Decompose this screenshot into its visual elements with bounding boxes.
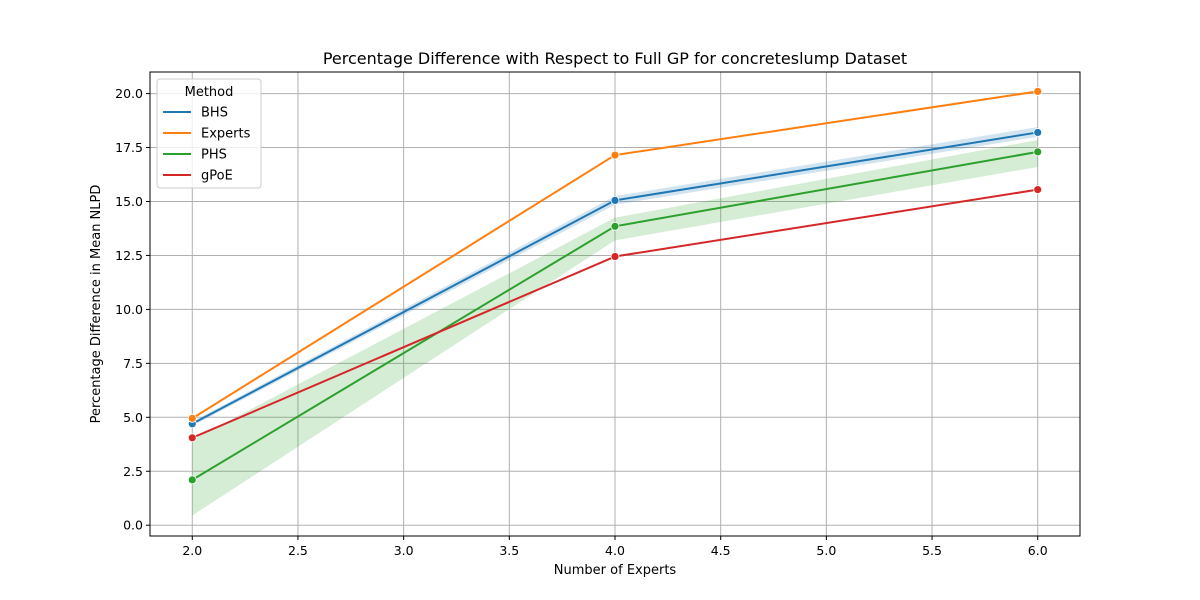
legend-label-bhs: BHS xyxy=(201,106,228,121)
x-tick-label: 5.0 xyxy=(816,543,836,558)
legend-label-experts: Experts xyxy=(201,127,251,142)
x-tick-label: 4.0 xyxy=(605,543,625,558)
y-axis-ticks: 0.0 2.5 5.0 7.5 10.0 12.5 15.0 17.5 20.0 xyxy=(115,86,150,533)
gpoe-point xyxy=(1033,185,1043,195)
phs-point xyxy=(187,475,197,485)
y-tick-label: 20.0 xyxy=(115,86,143,101)
x-tick-label: 2.5 xyxy=(288,543,308,558)
confidence-bands xyxy=(192,127,1038,516)
phs-point xyxy=(610,221,620,231)
y-tick-label: 2.5 xyxy=(123,464,143,479)
experts-point xyxy=(1033,87,1043,96)
legend-label-phs: PHS xyxy=(201,148,227,163)
experts-point xyxy=(610,150,620,160)
bhs-point xyxy=(610,196,620,205)
legend-items: BHS Experts PHS gPoE xyxy=(163,106,251,184)
x-tick-label: 3.0 xyxy=(394,543,414,558)
x-tick-label: 5.5 xyxy=(922,543,942,558)
y-tick-label: 10.0 xyxy=(115,302,143,317)
legend-title: Method xyxy=(185,85,234,100)
y-axis-label: Percentage Difference in Mean NLPD xyxy=(89,185,104,424)
y-tick-label: 17.5 xyxy=(115,140,143,155)
x-tick-label: 2.0 xyxy=(182,543,202,558)
phs-point xyxy=(1033,147,1043,157)
y-tick-label: 5.0 xyxy=(123,410,143,425)
y-tick-label: 0.0 xyxy=(123,518,143,533)
x-axis-label: Number of Experts xyxy=(554,563,677,578)
legend: Method BHS Experts PHS gPoE xyxy=(156,78,262,189)
x-tick-label: 4.5 xyxy=(711,543,731,558)
y-tick-label: 12.5 xyxy=(115,248,143,263)
legend-label-gpoe: gPoE xyxy=(201,169,233,184)
gpoe-point xyxy=(187,433,197,443)
bhs-point xyxy=(1033,128,1043,137)
phs-confidence-band xyxy=(192,139,1038,516)
x-axis-ticks: 2.0 2.5 3.0 3.5 4.0 4.5 5.0 5.5 6.0 xyxy=(182,536,1048,558)
y-tick-label: 15.0 xyxy=(115,194,143,209)
y-tick-label: 7.5 xyxy=(123,356,143,371)
x-tick-label: 3.5 xyxy=(499,543,519,558)
gpoe-point xyxy=(610,252,620,261)
x-tick-label: 6.0 xyxy=(1028,543,1048,558)
legend-box xyxy=(156,78,262,189)
series-points xyxy=(187,87,1043,485)
chart-title: Percentage Difference with Respect to Fu… xyxy=(323,49,907,68)
experts-point xyxy=(187,413,197,423)
